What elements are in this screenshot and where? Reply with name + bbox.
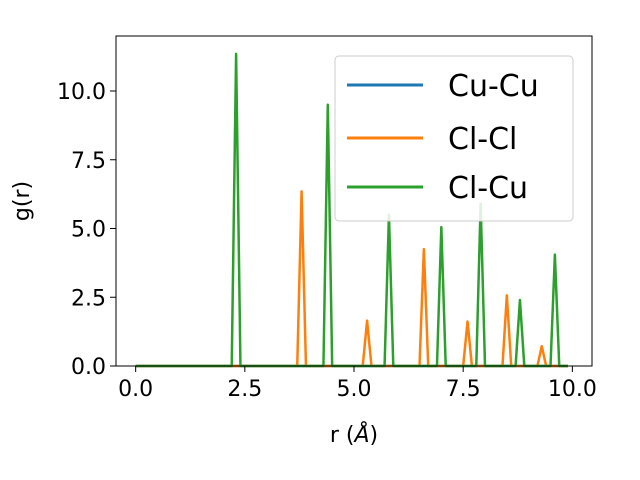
y-tick-label: 5.0 [71,218,106,243]
x-tick-label: 0.0 [118,377,153,402]
y-axis-label: g(r) [10,181,35,221]
x-tick-label: 5.0 [337,377,372,402]
legend-label-cl-cl: Cl-Cl [448,122,517,157]
x-tick-label: 2.5 [227,377,262,402]
y-tick-label: 10.0 [57,80,106,105]
y-tick-label: 2.5 [71,286,106,311]
legend: Cu-Cu Cl-Cl Cl-Cu [334,55,574,222]
x-axis-label: r (Å) [330,421,378,448]
y-tick-label: 7.5 [71,149,106,174]
legend-label-cl-cu: Cl-Cu [448,171,528,206]
y-tick-label: 0.0 [71,355,106,380]
x-tick-label: 10.0 [548,377,597,402]
y-axis: 0.0 2.5 5.0 7.5 10.0 [57,80,116,380]
legend-box [334,55,574,222]
x-tick-label: 7.5 [446,377,481,402]
x-axis: 0.0 2.5 5.0 7.5 10.0 [118,366,597,402]
legend-label-cu-cu: Cu-Cu [448,69,539,104]
